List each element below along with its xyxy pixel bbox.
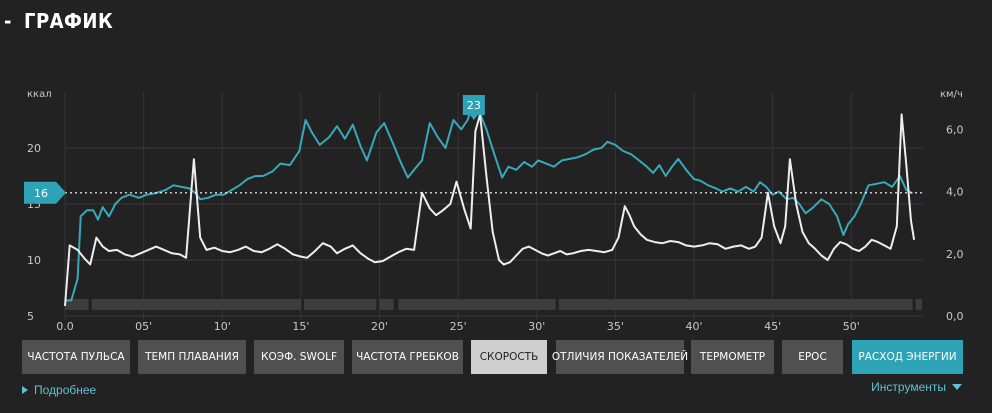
lap-segment xyxy=(91,299,301,310)
tools-dropdown[interactable]: Инструменты xyxy=(871,380,962,394)
x-tick-label: 10' xyxy=(214,320,231,330)
y-left-tick-label: 5 xyxy=(27,310,34,323)
lap-segment xyxy=(398,299,556,310)
x-tick-label: 15' xyxy=(292,320,309,330)
details-label: Подробнее xyxy=(34,383,97,397)
y-left-tick-label: 10 xyxy=(27,254,41,267)
tab-2[interactable]: ТЕМП ПЛАВАНИЯ xyxy=(138,340,246,374)
x-tick-label: 45' xyxy=(764,320,781,330)
average-marker xyxy=(24,181,66,204)
lap-segment xyxy=(915,299,922,310)
y-right-tick-label: 6,0 xyxy=(946,123,964,136)
x-tick-label: 0.0 xyxy=(56,320,74,330)
details-link[interactable]: Подробнее xyxy=(22,383,96,397)
lap-segment xyxy=(558,299,913,310)
section-title: ГРАФИК xyxy=(23,9,114,33)
x-tick-label: 30' xyxy=(528,320,545,330)
peak-marker-pointer xyxy=(469,115,478,120)
peak-marker-label: 23 xyxy=(467,99,481,112)
tab-3[interactable]: КОЭФ. SWOLF xyxy=(254,340,344,374)
y-right-tick-label: 4,0 xyxy=(946,186,964,199)
section-header: - ГРАФИК xyxy=(0,6,113,36)
tab-8[interactable]: EPOC xyxy=(782,340,843,374)
average-marker-label: 16 xyxy=(34,187,48,200)
x-tick-label: 35' xyxy=(607,320,624,330)
triangle-right-icon xyxy=(22,386,28,394)
y-left-unit-label: ккал xyxy=(27,89,52,100)
tab-9[interactable]: РАСХОД ЭНЕРГИИ xyxy=(852,340,963,374)
lap-segment xyxy=(304,299,377,310)
tools-label: Инструменты xyxy=(871,380,946,394)
collapse-dash[interactable]: - xyxy=(4,9,12,33)
x-tick-label: 20' xyxy=(371,320,388,330)
triangle-down-icon xyxy=(952,384,962,390)
x-tick-label: 25' xyxy=(450,320,467,330)
x-tick-label: 40' xyxy=(685,320,702,330)
x-tick-label: 50' xyxy=(843,320,860,330)
y-left-tick-label: 20 xyxy=(27,142,41,155)
lap-segment xyxy=(379,299,394,310)
tab-1[interactable]: ЧАСТОТА ПУЛЬСА xyxy=(22,340,130,374)
lap-segment xyxy=(65,299,89,310)
series-line-2 xyxy=(64,113,916,306)
tab-6[interactable]: ОТЛИЧИЯ ПОКАЗАТЕЛЕЙ xyxy=(552,340,688,374)
tab-7[interactable]: ТЕРМОМЕТР xyxy=(691,340,774,374)
y-right-unit-label: км/ч xyxy=(940,89,963,100)
tab-4[interactable]: ЧАСТОТА ГРЕБКОВ xyxy=(352,340,463,374)
peak-marker xyxy=(462,95,485,115)
x-tick-label: 05' xyxy=(135,320,152,330)
tab-5[interactable]: СКОРОСТЬ xyxy=(471,340,547,374)
y-right-tick-label: 2,0 xyxy=(946,248,964,261)
y-right-tick-label: 0,0 xyxy=(946,310,964,323)
